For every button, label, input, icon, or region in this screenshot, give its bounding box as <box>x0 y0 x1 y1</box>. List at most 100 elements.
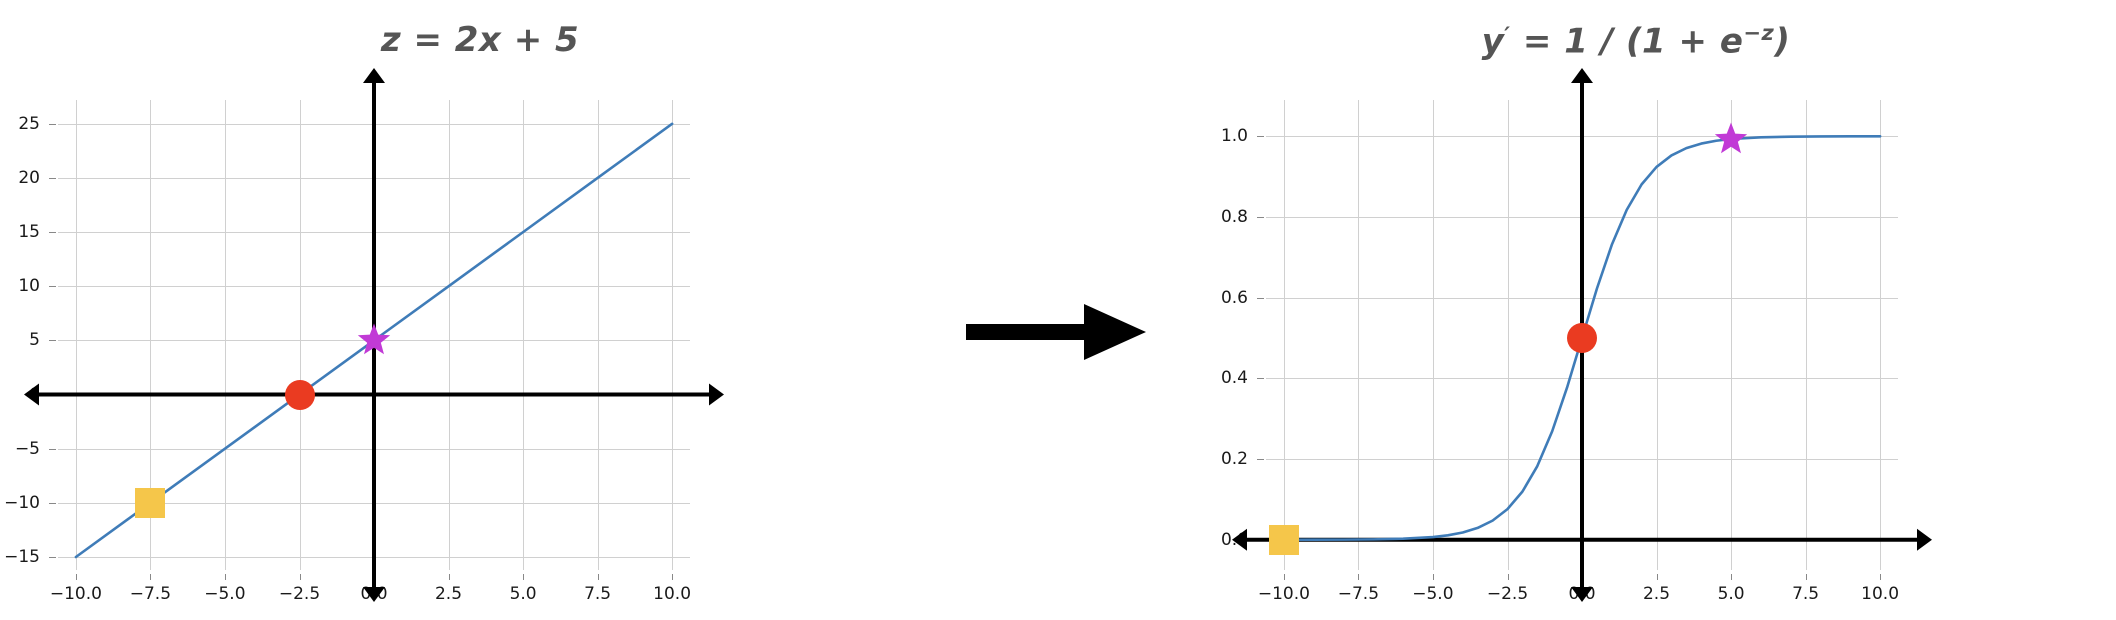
x-tick-mark <box>523 574 525 580</box>
yellow-square-marker <box>135 487 166 518</box>
x-tick-label: −10.0 <box>49 584 102 604</box>
x-tick-mark <box>224 574 226 580</box>
y-tick-label: 1.0 <box>1220 126 1248 147</box>
purple-star-marker <box>1714 122 1748 154</box>
y-tick-label: 0 <box>29 384 40 405</box>
gridline-vertical <box>1283 100 1285 570</box>
x-tick-label: 0.0 <box>1568 584 1596 604</box>
y-tick-mark <box>1257 459 1264 461</box>
yellow-square-marker <box>1268 524 1299 555</box>
x-tick-mark <box>1656 574 1658 580</box>
linear-panel-title: z = 2x + 5 <box>380 20 580 60</box>
y-tick-label: 20 <box>18 168 40 188</box>
sigmoid-plot-area: 0.0 0.2 0.4 0.6 0.8 1.0 −10.0 −7.5 −5.0 −2.5 0.0 2.… <box>1221 68 1932 604</box>
sigmoid-title-prime: ′ <box>1504 24 1511 50</box>
x-tick-mark <box>1507 574 1509 580</box>
x-tick-mark <box>1880 574 1882 580</box>
gridline-vertical <box>1805 100 1807 570</box>
y-tick-mark <box>1257 539 1264 541</box>
gridline-vertical <box>523 100 525 570</box>
x-tick-label: 7.5 <box>1792 584 1820 604</box>
gridline-vertical <box>672 100 674 570</box>
x-tick-mark <box>1805 574 1807 580</box>
x-tick-mark <box>299 574 301 580</box>
y-tick-mark <box>1257 297 1264 299</box>
y-tick-mark <box>49 448 56 450</box>
red-circle-marker <box>284 379 315 410</box>
sigmoid-title-mid: = 1 / (1 + e <box>1510 21 1744 62</box>
gridline-vertical <box>1432 100 1434 570</box>
x-tick-label: 7.5 <box>584 584 612 604</box>
gridline-vertical <box>224 100 226 570</box>
gridline-vertical <box>1507 100 1509 570</box>
gridline-vertical <box>597 100 599 570</box>
gridline-vertical <box>1880 100 1882 570</box>
x-tick-mark <box>1582 574 1583 580</box>
x-tick-label: −5.0 <box>204 584 246 604</box>
x-tick-mark <box>150 574 152 580</box>
sigmoid-panel: y′ = 1 / (1 + e−z) 0.0 0.2 0.4 0.6 0.8 1.0 −10… <box>1156 0 2116 618</box>
y-tick-mark <box>49 178 56 179</box>
x-tick-label: −7.5 <box>129 584 172 604</box>
y-tick-label: 5 <box>29 330 40 351</box>
x-tick-label: −7.5 <box>1337 584 1380 604</box>
right-arrow-icon <box>966 304 1146 360</box>
y-tick-label: 25 <box>18 113 40 134</box>
x-tick-mark <box>75 574 77 580</box>
x-tick-label: 2.5 <box>1642 584 1671 604</box>
x-tick-label: 0.0 <box>360 584 388 604</box>
y-tick-mark <box>49 286 56 288</box>
x-tick-label: 10.0 <box>653 584 692 604</box>
x-tick-mark <box>1731 574 1733 580</box>
y-tick-mark <box>49 394 56 396</box>
x-tick-label: −5.0 <box>1412 584 1454 604</box>
y-tick-label: −5 <box>14 438 40 459</box>
linear-panel: z = 2x + 5 −15 −10 −5 0 5 10 15 20 25 −10.0 −7.5 −5… <box>0 0 960 618</box>
sigmoid-panel-title: y′ = 1 / (1 + e−z) <box>1156 20 2116 61</box>
sigmoid-title-suffix: ) <box>1774 21 1791 62</box>
gridline-vertical <box>448 100 450 570</box>
x-tick-label: 5.0 <box>1717 584 1745 604</box>
red-circle-marker <box>1567 323 1597 353</box>
y-tick-mark <box>1257 378 1264 380</box>
gridline-vertical <box>1731 100 1733 570</box>
x-tick-label: 2.5 <box>434 584 463 604</box>
y-tick-label: 15 <box>18 222 40 243</box>
x-tick-mark <box>1283 574 1285 580</box>
gridline-vertical <box>1656 100 1658 570</box>
gridline-vertical <box>299 100 301 570</box>
x-tick-mark <box>374 574 375 580</box>
y-tick-label: 0.8 <box>1220 207 1248 227</box>
y-tick-mark <box>49 123 56 125</box>
y-tick-mark <box>49 232 56 234</box>
x-tick-label: −2.5 <box>1486 584 1529 604</box>
y-tick-label: 0.0 <box>1220 529 1248 550</box>
gridline-vertical <box>75 100 77 570</box>
y-tick-mark <box>49 557 56 558</box>
y-tick-label: 0.6 <box>1220 287 1248 308</box>
x-tick-label: 10.0 <box>1861 584 1900 604</box>
y-tick-label: 10 <box>18 276 40 297</box>
y-tick-label: −10 <box>4 492 40 513</box>
gridline-vertical <box>150 100 152 570</box>
x-tick-label: 5.0 <box>509 584 537 604</box>
linear-plot-area: −15 −10 −5 0 5 10 15 20 25 −10.0 −7.5 −5.0 −2.5 0.0 2.… <box>4 68 724 604</box>
y-tick-label: 0.4 <box>1220 368 1248 389</box>
x-tick-label: −10.0 <box>1257 584 1310 604</box>
y-tick-mark <box>49 340 56 342</box>
gridline-vertical <box>1358 100 1360 570</box>
y-tick-mark <box>49 502 56 504</box>
x-tick-mark <box>1432 574 1434 580</box>
y-tick-mark <box>1257 136 1264 138</box>
y-tick-label: −15 <box>4 547 40 567</box>
x-tick-label: −2.5 <box>278 584 321 604</box>
y-tick-label: 0.2 <box>1220 449 1248 470</box>
x-tick-mark <box>672 574 674 580</box>
y-tick-mark <box>1257 217 1264 218</box>
x-tick-mark <box>448 574 450 580</box>
sigmoid-title-exponent: −z <box>1743 20 1775 45</box>
sigmoid-title-y: y <box>1481 21 1505 62</box>
x-tick-mark <box>597 574 599 580</box>
purple-star-marker <box>357 323 391 355</box>
